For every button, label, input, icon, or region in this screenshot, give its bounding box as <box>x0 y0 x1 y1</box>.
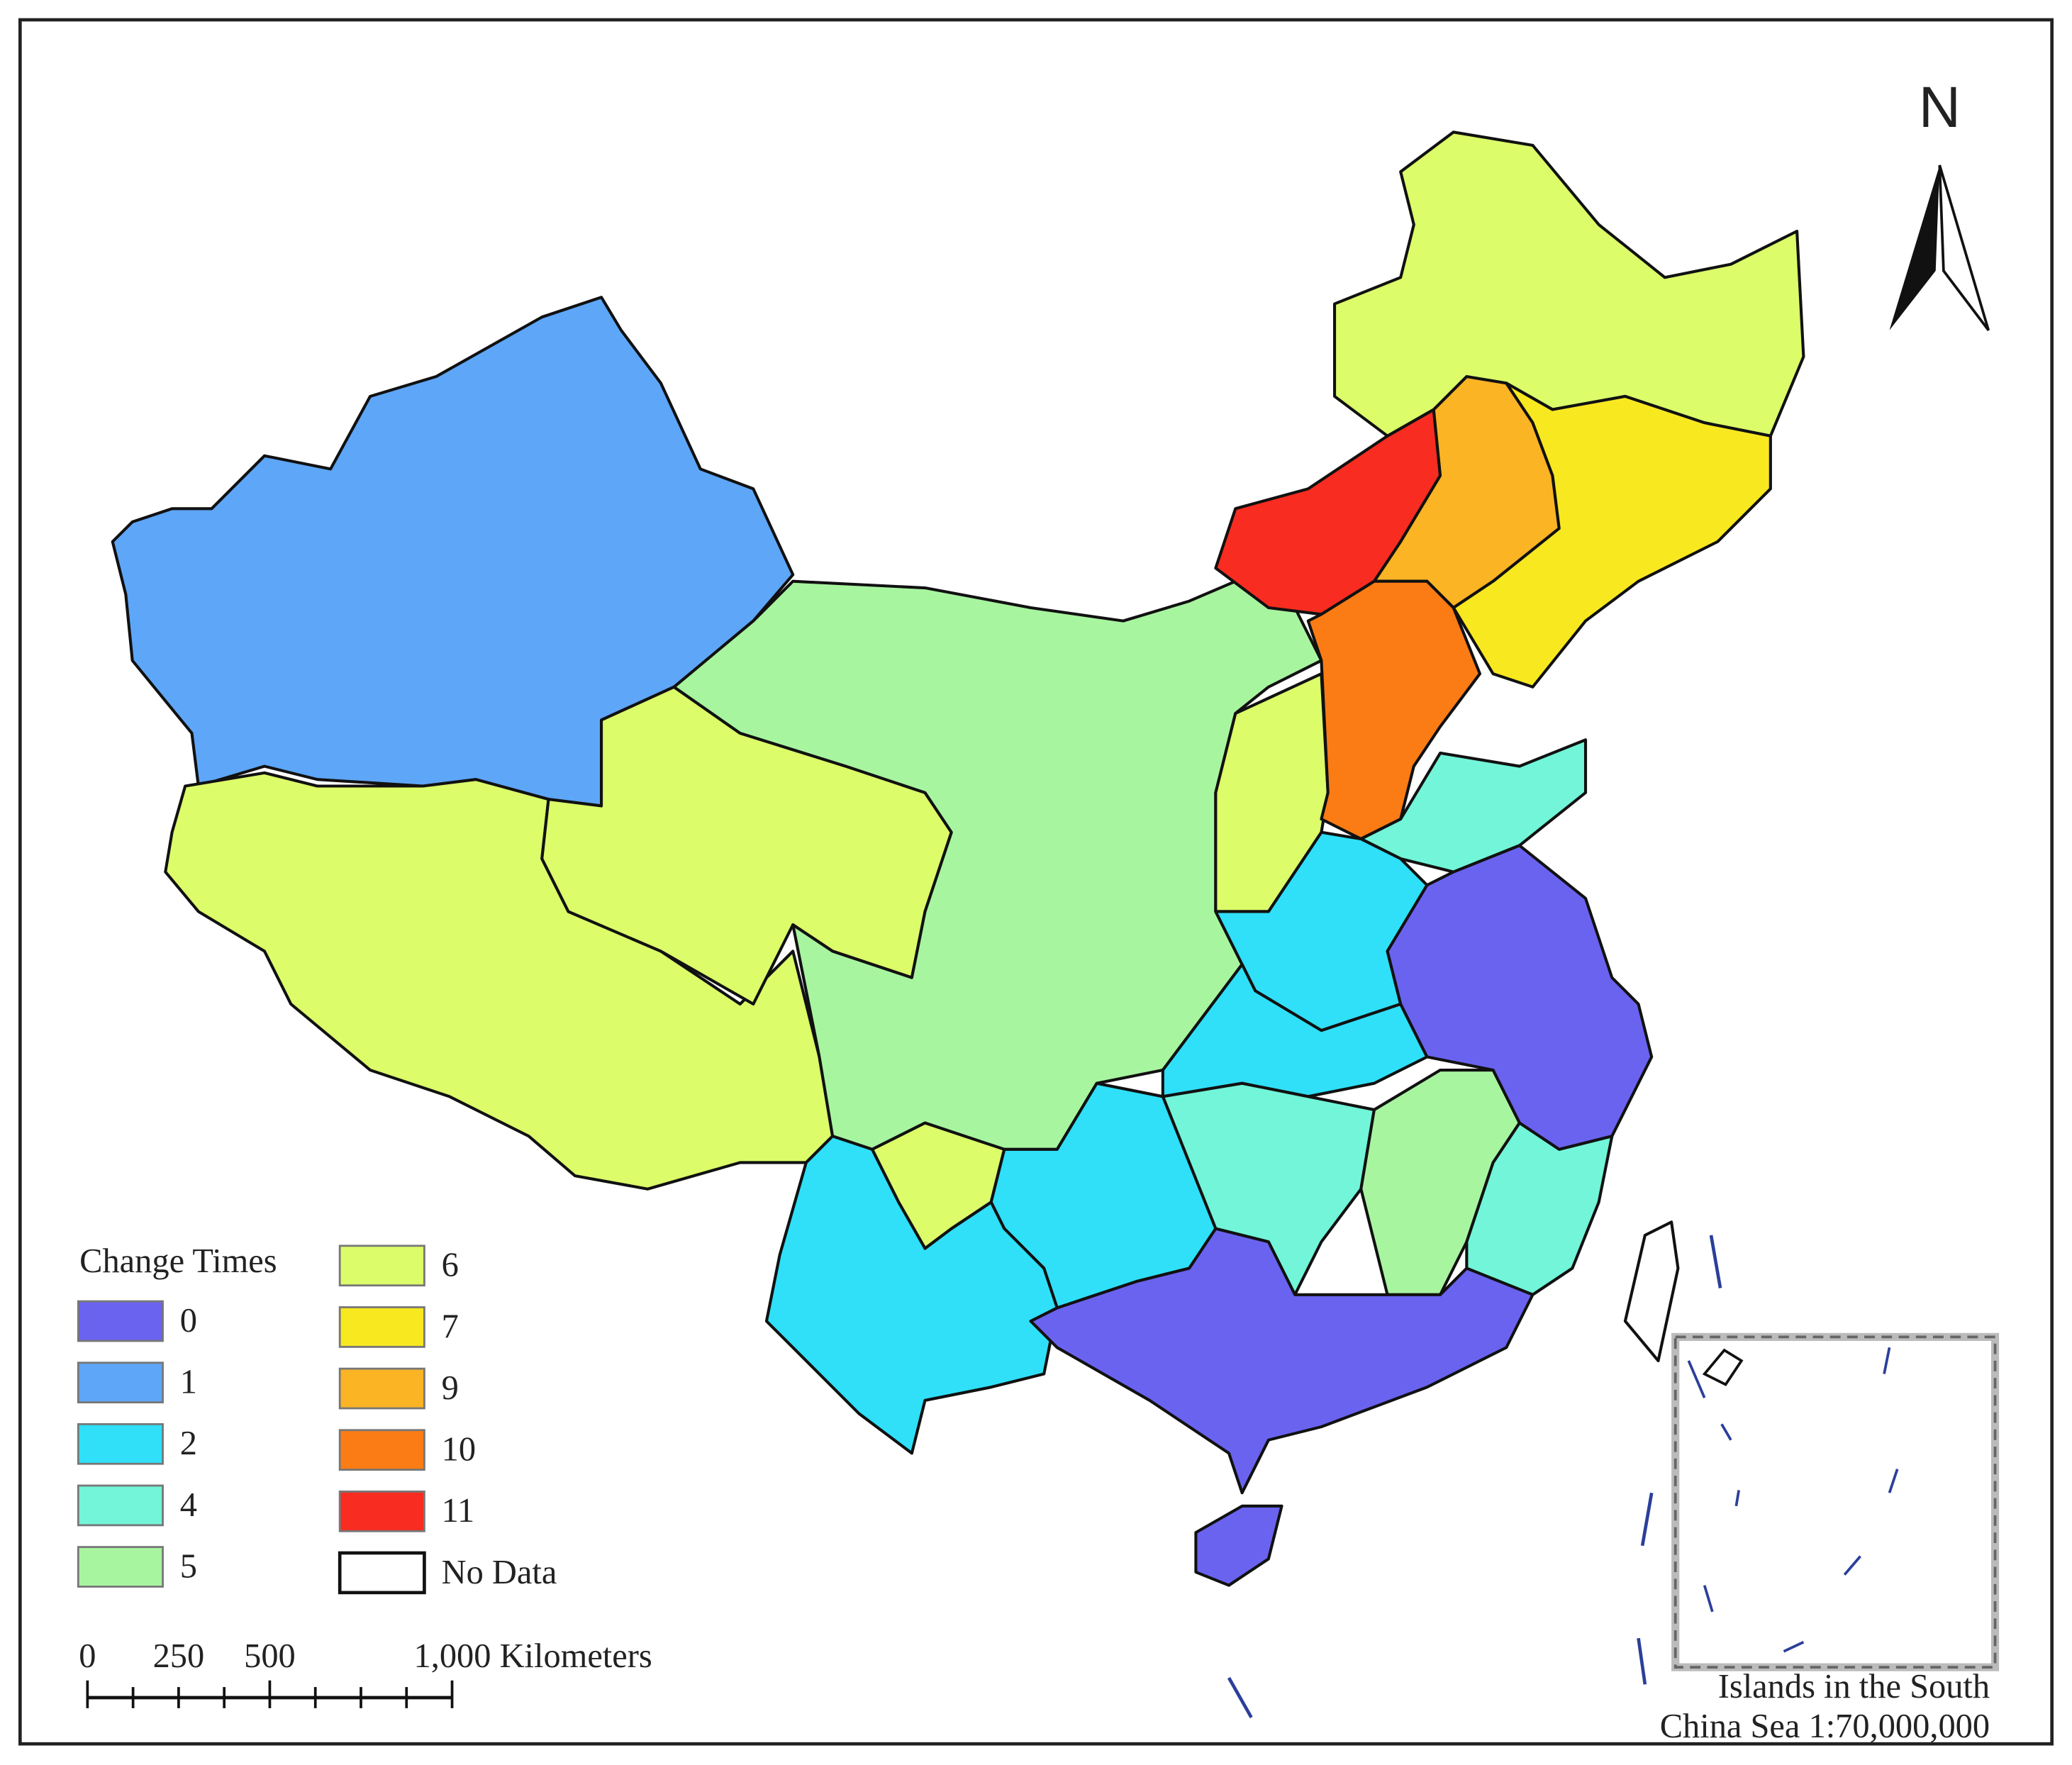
frame <box>18 18 2054 1746</box>
legend-label: 11 <box>442 1492 475 1530</box>
region <box>1194 1504 1283 1587</box>
legend-swatch <box>77 1362 164 1403</box>
inset-caption: China Sea 1:70,000,000 <box>1660 1708 1990 1745</box>
region <box>111 296 795 808</box>
region <box>1465 1121 1614 1296</box>
north-label: N <box>1919 75 1961 140</box>
region <box>1161 962 1429 1098</box>
legend-label: 0 <box>180 1302 197 1340</box>
inset-boundary <box>1687 1347 1899 1653</box>
legend-swatch <box>338 1551 426 1595</box>
region <box>1623 1220 1680 1362</box>
legend-label: 9 <box>442 1369 459 1407</box>
scale-label: 250 <box>153 1637 205 1675</box>
legend-swatch <box>338 1367 425 1410</box>
legend-title: Change Times <box>79 1242 277 1280</box>
legend-label: 10 <box>442 1431 476 1469</box>
sea-boundary <box>1227 1235 1722 1719</box>
legend-label: 7 <box>442 1308 459 1345</box>
legend-swatch <box>77 1546 164 1588</box>
legend-label: 4 <box>180 1486 197 1524</box>
legend: Change Times 0 1 2 4 5 6 7 9 10 11 No Data <box>77 1242 557 1595</box>
legend-swatch <box>77 1300 164 1342</box>
inset-box <box>1673 1335 1997 1669</box>
region <box>1029 1227 1534 1495</box>
inset-caption: Islands in the South <box>1718 1668 1990 1705</box>
legend-swatch <box>77 1422 164 1465</box>
legend-swatch <box>338 1490 425 1532</box>
legend-label: 6 <box>442 1247 459 1284</box>
region <box>1452 382 1772 689</box>
legend-label: No Data <box>442 1554 557 1591</box>
scale-label: 500 <box>244 1637 296 1675</box>
legend-swatch <box>338 1429 425 1471</box>
legend-label: 1 <box>180 1364 197 1401</box>
region <box>1359 738 1588 874</box>
scale-bar: 0 250 500 1,000 Kilometers <box>79 1637 652 1708</box>
legend-label: 2 <box>180 1425 197 1462</box>
inset-box <box>1671 1332 2000 1671</box>
north-arrow <box>1938 165 1990 331</box>
scale-label: 0 <box>79 1637 96 1675</box>
inset-island <box>1702 1348 1744 1386</box>
legend-label: 5 <box>180 1547 197 1585</box>
legend-swatch <box>338 1245 425 1287</box>
legend-swatch <box>338 1306 425 1348</box>
regions <box>111 130 1805 1587</box>
legend-swatch <box>77 1484 164 1527</box>
scale-label: 1,000 Kilometers <box>414 1637 652 1675</box>
